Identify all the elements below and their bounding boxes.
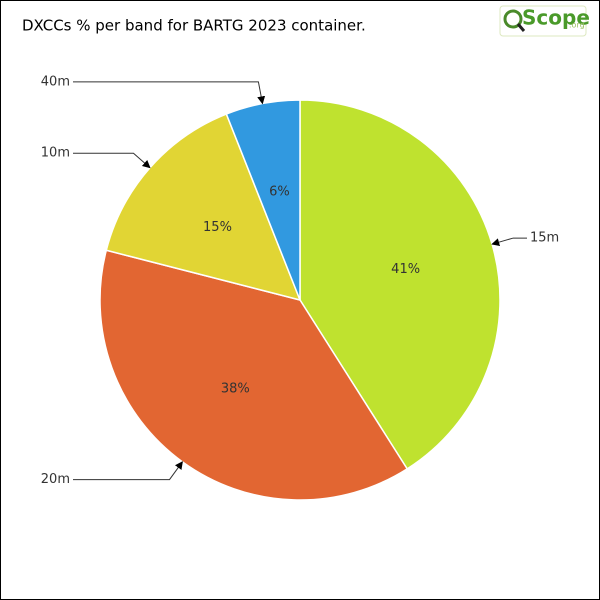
value-label: 41% [391, 262, 420, 277]
leader-line [491, 237, 527, 247]
category-label: 40m [41, 74, 70, 89]
logo-suffix: .org [569, 21, 585, 30]
logo-icon-handle [516, 23, 526, 32]
logo-text: Scope [522, 6, 590, 30]
category-label: 10m [41, 146, 70, 161]
value-label: 6% [269, 184, 290, 199]
chart-title: DXCCs % per band for BARTG 2023 containe… [22, 17, 366, 35]
value-label: 15% [203, 220, 232, 235]
leader-line [73, 152, 151, 169]
leader-line [73, 81, 266, 105]
category-label: 15m [530, 231, 559, 246]
leader-line [73, 461, 183, 481]
value-label: 38% [221, 381, 250, 396]
logo-icon [503, 9, 523, 29]
logo: Scope .org [499, 5, 590, 37]
category-label: 20m [41, 472, 70, 487]
